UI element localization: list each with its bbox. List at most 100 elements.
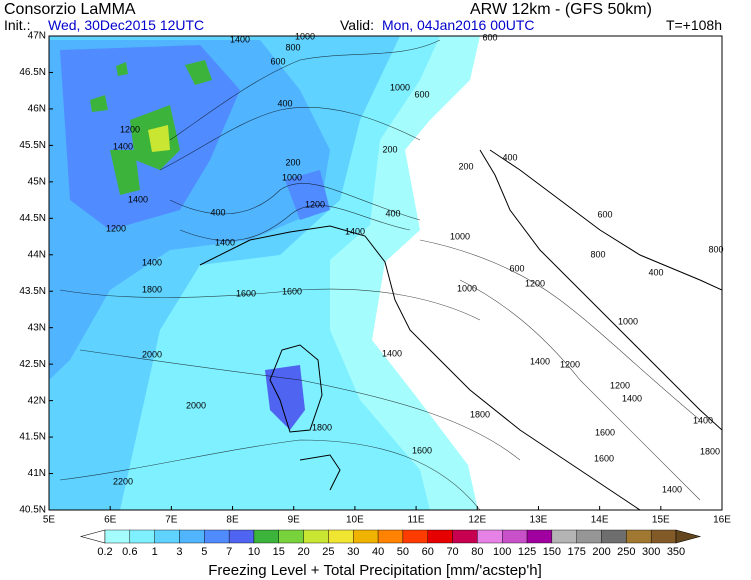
colorbar-swatch <box>452 529 478 544</box>
precip-area <box>148 125 170 152</box>
contour-label: 1400 <box>530 356 550 366</box>
contour-label: 1600 <box>412 445 432 455</box>
colorbar-low <box>79 529 106 544</box>
precip-area <box>110 150 140 195</box>
precip-area <box>185 60 212 85</box>
contour-label: 1800 <box>700 446 720 456</box>
lat-label: 45.5N <box>19 140 46 151</box>
lat-label: 44.5N <box>19 213 46 224</box>
colorbar-label: 300 <box>642 546 660 558</box>
colorbar-swatch <box>228 529 255 544</box>
colorbar-swatch <box>129 529 155 544</box>
lat-label: 42.5N <box>19 359 46 370</box>
lat-label: 45N <box>28 176 46 187</box>
colorbar-label: 20 <box>297 546 309 558</box>
contour-label: 1800 <box>470 409 490 419</box>
colorbar-label: 250 <box>617 546 635 558</box>
contour-label: 1800 <box>312 422 332 432</box>
colorbar-swatch <box>427 529 453 544</box>
colorbar-title: Freezing Level + Total Precipitation [mm… <box>208 562 542 579</box>
contour-label: 1600 <box>595 427 615 437</box>
contour-label: 200 <box>382 144 397 154</box>
lon-label: 5E <box>43 515 56 526</box>
colorbar-label: 5 <box>201 546 207 558</box>
colorbar-label: 10 <box>248 546 260 558</box>
org: Consorzio LaMMA <box>4 1 136 18</box>
colorbar-swatch <box>353 529 379 544</box>
colorbar-swatch <box>154 529 180 544</box>
contour-label: 2200 <box>113 476 133 486</box>
precip-area <box>285 170 330 220</box>
init-label: Init.: <box>4 17 30 33</box>
colorbar-label: 100 <box>493 546 511 558</box>
lat-label: 41N <box>28 468 46 479</box>
contour-label: 1200 <box>560 359 580 369</box>
contour-label: 1000 <box>450 231 470 241</box>
colorbar-swatch <box>179 529 205 544</box>
contour-label: 800 <box>708 244 723 254</box>
colorbar-swatch <box>502 529 528 544</box>
colorbar-label: 1 <box>152 546 158 558</box>
lat-label: 40.5N <box>19 505 46 516</box>
map-frame <box>48 35 723 511</box>
lat-label: 44N <box>28 249 46 260</box>
contour-label: 1000 <box>390 82 410 92</box>
lat-label: 43N <box>28 322 46 333</box>
lon-label: 16E <box>713 515 731 526</box>
lon-label: 15E <box>652 515 670 526</box>
contour-label: 1400 <box>622 393 642 403</box>
colorbar-label: 0.6 <box>122 546 137 558</box>
colorbar-swatch <box>551 529 577 544</box>
colorbar-swatch <box>377 529 404 544</box>
lat-label: 42N <box>28 395 46 406</box>
valid-date: Mon, 04Jan2016 00UTC <box>382 17 535 33</box>
colorbar-swatch <box>253 529 279 544</box>
lon-label: 14E <box>591 515 609 526</box>
colorbar-swatch <box>601 529 627 544</box>
contour-label: 1000 <box>618 316 638 326</box>
contour-label: 1600 <box>236 288 256 298</box>
contour-label: 600 <box>597 209 612 219</box>
colorbar-label: 7 <box>226 546 232 558</box>
contour-label: 1000 <box>282 172 302 182</box>
contour-label: 1200 <box>610 380 630 390</box>
lon-label: 12E <box>468 515 486 526</box>
lat-label: 43.5N <box>19 286 46 297</box>
contour-label: 800 <box>285 42 300 52</box>
lat-label: 46N <box>28 104 46 115</box>
contour-label: 1400 <box>662 484 682 494</box>
lat-label: 41.5N <box>19 432 46 443</box>
contour-label: 1400 <box>142 257 162 267</box>
colorbar-label: 350 <box>667 546 685 558</box>
lon-label: 6E <box>104 515 117 526</box>
contour-label: 1400 <box>230 34 250 44</box>
colorbar-label: 40 <box>372 546 384 558</box>
colorbar-label: 175 <box>568 546 586 558</box>
contour-label: 2000 <box>142 349 162 359</box>
colorbar-label: 30 <box>347 546 359 558</box>
colorbar-swatch <box>477 529 503 544</box>
contour-label: 400 <box>385 208 400 218</box>
model: ARW 12km - (GFS 50km) <box>470 1 652 18</box>
colorbar-swatch <box>402 529 428 544</box>
contours <box>59 39 701 510</box>
lat-label: 46.5N <box>19 67 46 78</box>
contour-label: 1200 <box>106 223 126 233</box>
contour-label: 1600 <box>594 453 614 463</box>
colorbar-swatch <box>204 529 230 544</box>
contour-label: 1400 <box>113 141 133 151</box>
lon-label: 8E <box>226 515 239 526</box>
colorbar-label: 0.2 <box>97 546 112 558</box>
lon-label: 7E <box>165 515 178 526</box>
colorbar-swatch <box>576 529 602 544</box>
contour-label: 1400 <box>128 194 148 204</box>
colorbar-swatch <box>104 529 131 544</box>
contour-label: 1400 <box>382 348 402 358</box>
lead-time: T=+108h <box>666 17 722 33</box>
contour-label: 800 <box>590 249 605 259</box>
contour-label: 1200 <box>120 124 140 134</box>
colorbar-swatch <box>328 529 354 544</box>
colorbar-label: 60 <box>422 546 434 558</box>
contour-label: 400 <box>502 152 517 162</box>
